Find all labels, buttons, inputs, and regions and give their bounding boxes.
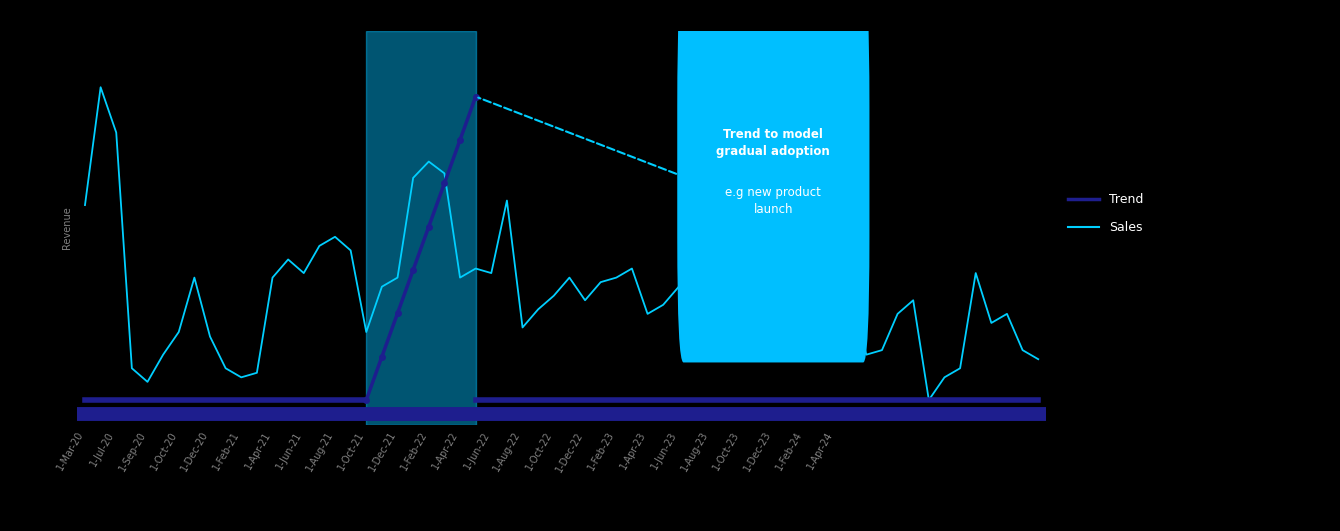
Bar bbox=[366, 31, 476, 425]
Y-axis label: Revenue: Revenue bbox=[62, 207, 71, 250]
Legend: Trend, Sales: Trend, Sales bbox=[1063, 187, 1150, 241]
Text: Trend to model
gradual adoption: Trend to model gradual adoption bbox=[717, 128, 831, 158]
FancyBboxPatch shape bbox=[677, 0, 870, 363]
Text: e.g new product
launch: e.g new product launch bbox=[725, 185, 821, 216]
